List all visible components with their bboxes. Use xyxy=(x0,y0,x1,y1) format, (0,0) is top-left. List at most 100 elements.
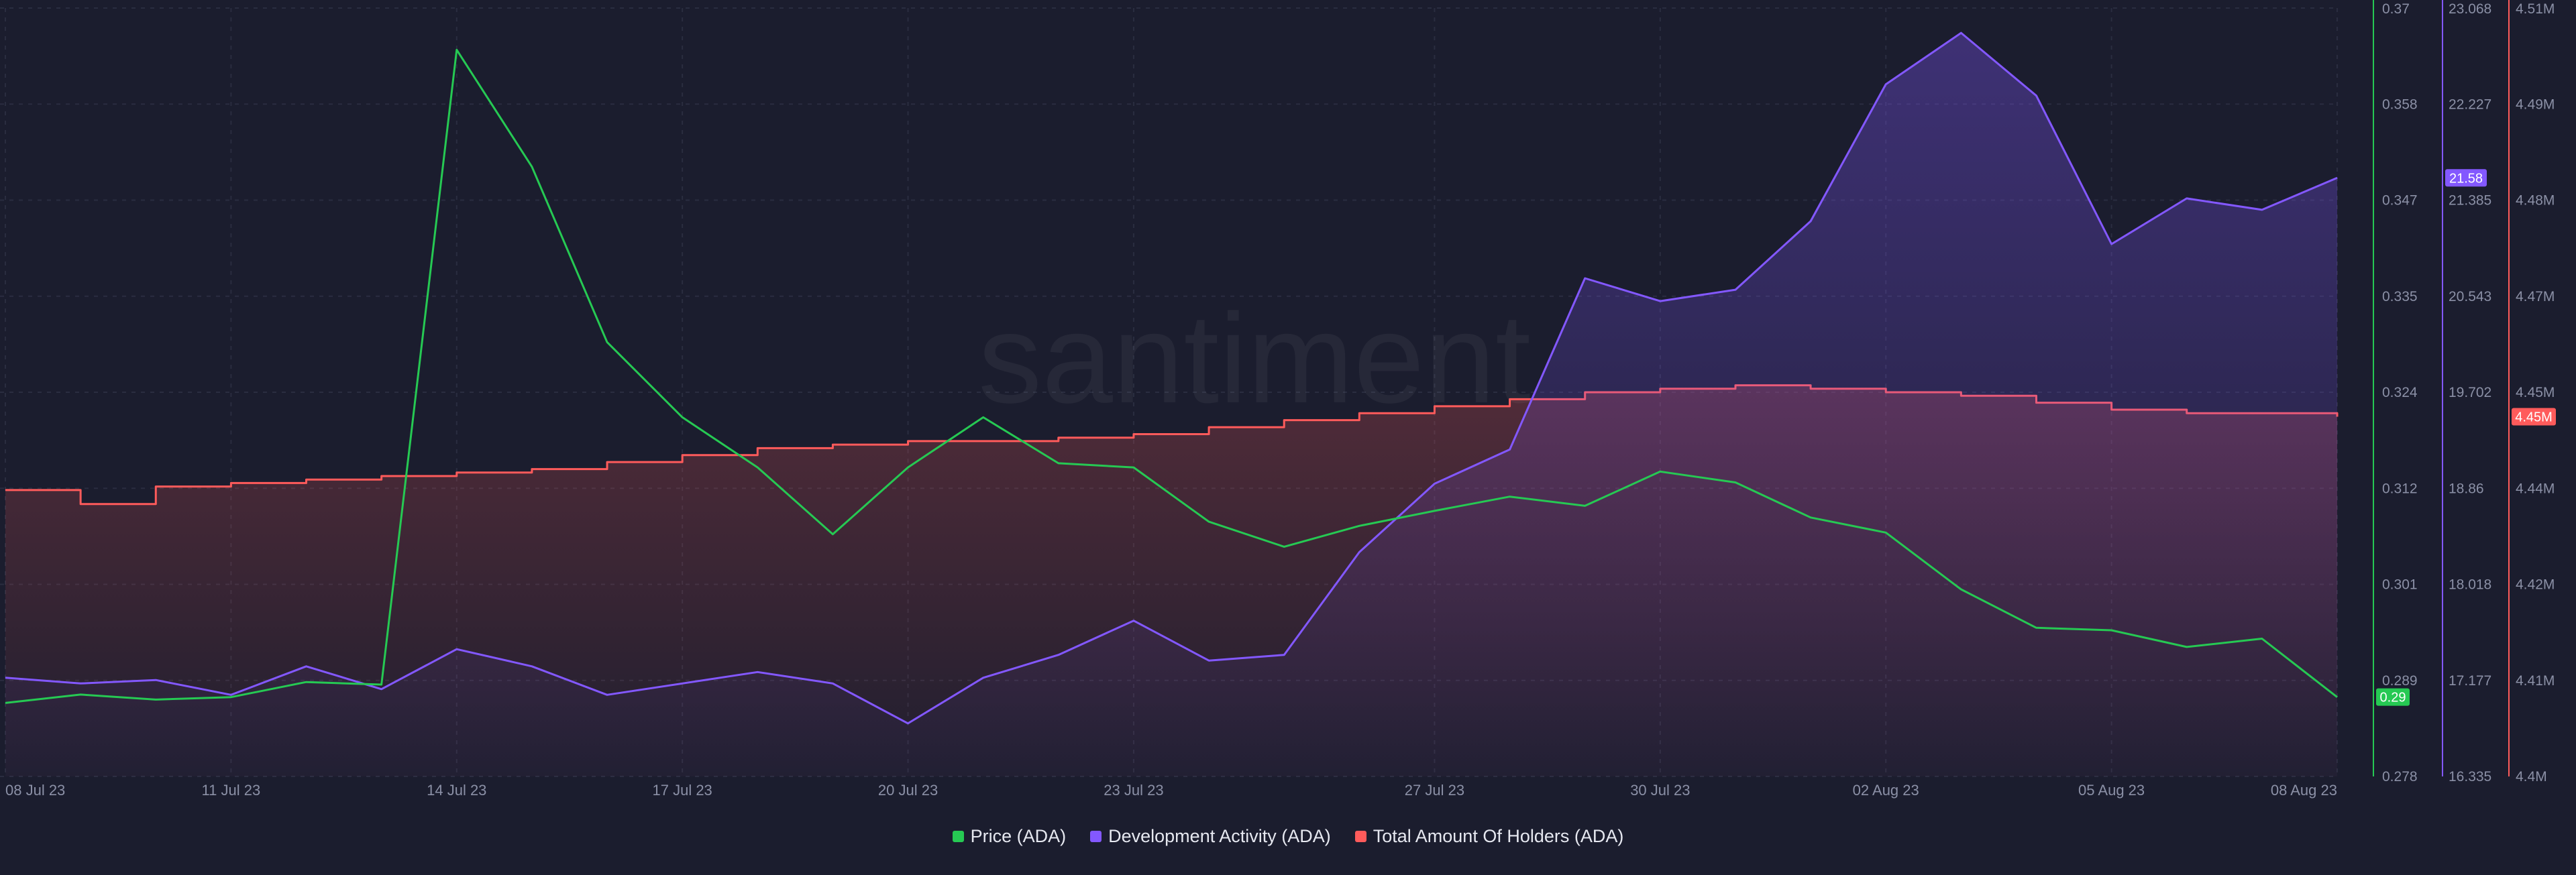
data-point-price[interactable] xyxy=(78,693,83,697)
data-point-holders[interactable] xyxy=(605,460,609,464)
data-point-price[interactable] xyxy=(1057,461,1061,465)
data-point-dev[interactable] xyxy=(380,687,384,691)
y-tick-label-price: 0.347 xyxy=(2382,193,2418,209)
y-tick-label-dev: 23.068 xyxy=(2449,1,2491,17)
data-point-dev[interactable] xyxy=(78,681,83,685)
data-point-dev[interactable] xyxy=(1132,619,1136,623)
data-point-dev[interactable] xyxy=(2034,94,2038,98)
data-point-dev[interactable] xyxy=(1733,288,1737,292)
y-tick-label-dev: 22.227 xyxy=(2449,97,2491,112)
data-point-dev[interactable] xyxy=(154,678,158,682)
data-point-dev[interactable] xyxy=(455,647,459,651)
data-point-dev[interactable] xyxy=(2335,176,2339,180)
data-point-price[interactable] xyxy=(229,695,233,699)
data-point-holders[interactable] xyxy=(830,443,835,447)
data-point-dev[interactable] xyxy=(305,664,309,668)
data-point-dev[interactable] xyxy=(1658,299,1662,303)
data-point-price[interactable] xyxy=(1959,587,1963,591)
data-point-price[interactable] xyxy=(2260,636,2264,640)
data-point-holders[interactable] xyxy=(981,439,985,443)
data-point-holders[interactable] xyxy=(229,481,233,485)
data-point-dev[interactable] xyxy=(680,681,684,685)
data-point-dev[interactable] xyxy=(981,676,985,680)
dev-activity-swatch-icon xyxy=(1090,831,1102,842)
data-point-holders[interactable] xyxy=(1207,425,1211,429)
data-point-price[interactable] xyxy=(1357,524,1361,528)
data-point-price[interactable] xyxy=(755,465,759,469)
legend-item-price[interactable]: Price (ADA) xyxy=(952,826,1066,847)
data-point-price[interactable] xyxy=(906,465,910,469)
data-point-holders[interactable] xyxy=(680,453,684,457)
data-point-price[interactable] xyxy=(1282,544,1286,548)
data-point-dev[interactable] xyxy=(755,670,759,674)
data-point-price[interactable] xyxy=(455,48,459,52)
data-point-price[interactable] xyxy=(1884,530,1888,534)
data-point-price[interactable] xyxy=(1809,516,1813,520)
data-point-price[interactable] xyxy=(830,532,835,536)
data-point-dev[interactable] xyxy=(1057,653,1061,657)
data-point-holders[interactable] xyxy=(755,446,759,450)
data-point-dev[interactable] xyxy=(1432,481,1436,485)
data-point-holders[interactable] xyxy=(154,485,158,489)
data-point-dev[interactable] xyxy=(906,721,910,725)
data-point-dev[interactable] xyxy=(1583,276,1587,280)
data-point-dev[interactable] xyxy=(2110,242,2114,246)
data-point-holders[interactable] xyxy=(906,439,910,443)
data-point-dev[interactable] xyxy=(1508,447,1512,451)
data-point-holders[interactable] xyxy=(1357,411,1361,415)
data-point-price[interactable] xyxy=(305,680,309,684)
data-point-dev[interactable] xyxy=(3,676,7,680)
y-tick-label-price: 0.301 xyxy=(2382,577,2418,593)
data-point-dev[interactable] xyxy=(1884,82,1888,86)
data-point-dev[interactable] xyxy=(605,693,609,697)
data-point-price[interactable] xyxy=(680,415,684,419)
series-line-price[interactable] xyxy=(5,48,2338,704)
legend-item-holders[interactable]: Total Amount Of Holders (ADA) xyxy=(1354,826,1624,847)
data-point-dev[interactable] xyxy=(1809,219,1813,223)
data-point-holders[interactable] xyxy=(380,474,384,478)
data-point-price[interactable] xyxy=(2185,645,2189,649)
data-point-price[interactable] xyxy=(1132,465,1136,469)
data-point-holders[interactable] xyxy=(1432,404,1436,408)
data-point-price[interactable] xyxy=(1583,504,1587,508)
data-point-holders[interactable] xyxy=(530,467,534,471)
data-point-dev[interactable] xyxy=(1282,653,1286,657)
data-point-dev[interactable] xyxy=(1959,31,1963,35)
data-point-price[interactable] xyxy=(380,683,384,687)
data-point-price[interactable] xyxy=(605,340,609,344)
y-tick-label-price: 0.37 xyxy=(2382,1,2410,17)
legend-item-dev-activity[interactable]: Development Activity (ADA) xyxy=(1090,826,1331,847)
data-point-price[interactable] xyxy=(3,701,7,705)
data-point-dev[interactable] xyxy=(530,664,534,668)
data-point-holders[interactable] xyxy=(3,488,7,492)
data-point-price[interactable] xyxy=(1432,509,1436,513)
data-point-price[interactable] xyxy=(981,415,985,419)
data-point-holders[interactable] xyxy=(1132,432,1136,436)
data-point-price[interactable] xyxy=(1733,481,1737,485)
data-point-price[interactable] xyxy=(154,697,158,701)
data-point-holders[interactable] xyxy=(455,471,459,475)
data-point-holders[interactable] xyxy=(1057,436,1061,440)
data-point-price[interactable] xyxy=(530,165,534,169)
legend-label-holders: Total Amount Of Holders (ADA) xyxy=(1373,826,1624,846)
data-point-price[interactable] xyxy=(2034,626,2038,630)
data-point-dev[interactable] xyxy=(1207,658,1211,662)
x-tick-label: 11 Jul 23 xyxy=(202,782,261,799)
data-point-dev[interactable] xyxy=(830,681,835,685)
data-point-price[interactable] xyxy=(2335,695,2339,699)
data-point-holders[interactable] xyxy=(78,502,83,506)
data-point-holders[interactable] xyxy=(1282,418,1286,422)
data-point-dev[interactable] xyxy=(2185,196,2189,200)
data-point-price[interactable] xyxy=(2110,628,2114,632)
series-line-dev[interactable] xyxy=(5,32,2338,725)
data-point-dev[interactable] xyxy=(2260,208,2264,212)
data-point-holders[interactable] xyxy=(1508,397,1512,401)
data-point-price[interactable] xyxy=(1207,520,1211,524)
data-point-price[interactable] xyxy=(1508,495,1512,499)
data-point-price[interactable] xyxy=(1658,469,1662,473)
last-value-badge-price xyxy=(2376,688,2410,706)
data-point-dev[interactable] xyxy=(1357,550,1361,555)
data-point-holders[interactable] xyxy=(305,477,309,481)
